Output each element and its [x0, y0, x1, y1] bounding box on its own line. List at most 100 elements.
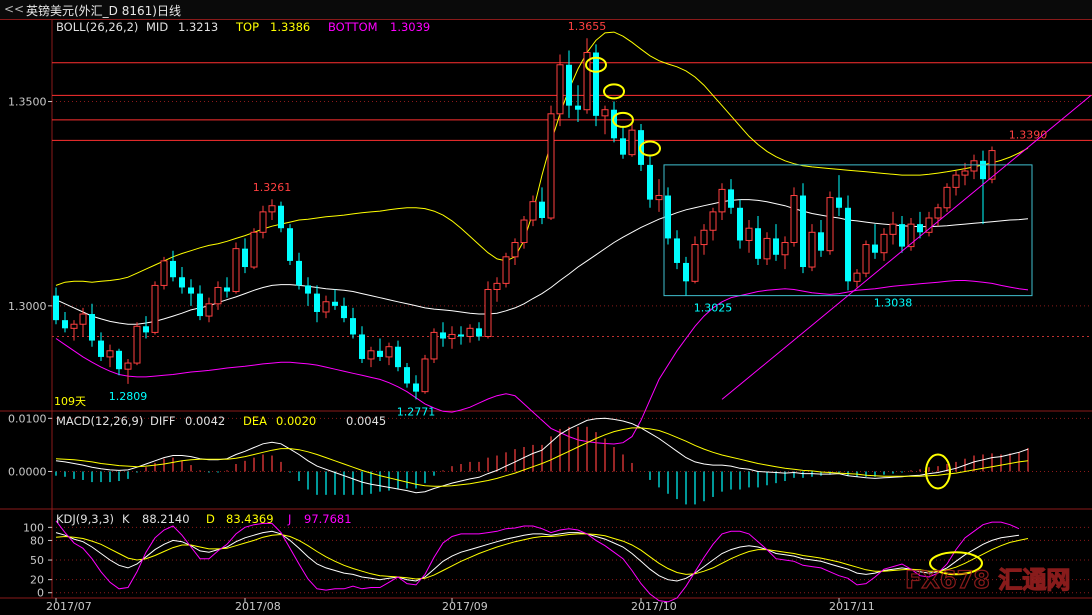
boll-top-line: [55, 31, 1029, 286]
kdj-tick-label: 50: [30, 554, 44, 567]
candle-body-down: [593, 52, 599, 116]
kdj-d-label: D: [206, 512, 215, 526]
candle-body-up: [367, 350, 375, 360]
candle-body-up: [889, 223, 897, 235]
candle-body-down: [188, 287, 194, 294]
candle-body-down: [62, 320, 68, 329]
candle-body-down: [737, 207, 743, 241]
kdj-tick-label: 80: [30, 534, 44, 547]
candle-body-down: [350, 318, 356, 335]
boll-mid-value: 1.3213: [178, 20, 218, 34]
macd-highlight-circle: [925, 453, 951, 490]
kdj-j-value: 97.7681: [304, 512, 352, 526]
boll-bottom-line: [55, 280, 1029, 445]
macd-legend-name: MACD(12,26,9): [56, 414, 143, 428]
candle-body-down: [476, 328, 482, 337]
price-tick-label: 1.3500: [8, 96, 47, 109]
candle-body-down: [224, 287, 230, 292]
candle-body-down: [872, 244, 878, 253]
candle-body-up: [268, 205, 276, 213]
candle-body-up: [448, 333, 456, 340]
candle-body-down: [899, 224, 905, 247]
macd-dea-label: DEA: [243, 414, 267, 428]
window-title: 英镑美元(外汇_D 8161)日线: [26, 4, 181, 18]
candle-body-down: [332, 301, 338, 306]
candle-body-down: [566, 64, 572, 106]
panel-frames: [0, 20, 1092, 599]
back-button[interactable]: <<: [4, 2, 25, 16]
macd-histogram-value: 0.0045: [346, 414, 386, 428]
candle-body-up: [880, 233, 888, 254]
price-annotation: 1.3261: [253, 181, 292, 194]
candle-body-down: [179, 277, 185, 288]
price-annotation: 1.3390: [1009, 128, 1048, 141]
macd-tick-label: 0.0000: [8, 465, 47, 478]
macd-dea-line: [55, 427, 1029, 487]
candle-body-down: [314, 293, 320, 312]
kdj-tick-label: 100: [23, 521, 44, 534]
candle-body-up: [853, 272, 861, 282]
candle-body-up: [961, 170, 969, 176]
candle-body-down: [98, 340, 104, 357]
candle-body-up: [124, 362, 132, 370]
highlight-circle: [585, 56, 607, 73]
candle-body-down: [728, 189, 734, 208]
candle-body-up: [763, 237, 771, 260]
candle-body-up: [160, 260, 168, 286]
candle-body-down: [89, 314, 95, 341]
candle-body-up: [547, 113, 555, 219]
candle-body-up: [205, 303, 213, 317]
candle-body-up: [709, 211, 717, 231]
candle-body-down: [377, 350, 383, 357]
price-annotation: 1.2771: [397, 405, 436, 418]
price-tick-label: 1.3000: [8, 300, 47, 313]
candle-body-down: [917, 224, 923, 233]
candle-body-down: [404, 367, 410, 384]
days-badge: 109天: [54, 395, 86, 408]
watermark-text: FX678 汇通网: [905, 566, 1070, 594]
trendline: [721, 95, 1092, 400]
candle-body-down: [674, 238, 680, 263]
candle-body-up: [79, 313, 87, 325]
candle-body-down: [539, 201, 545, 218]
candle-body-down: [647, 164, 653, 200]
boll-mid-label: MID: [146, 20, 168, 34]
candle-body-down: [620, 138, 626, 155]
candle-body-down: [341, 305, 347, 319]
candle-body-up: [133, 325, 141, 364]
candle-body-up: [925, 217, 933, 233]
candle-body-up: [502, 256, 510, 284]
kdj-tick-label: 0: [37, 587, 44, 600]
kdj-k-value: 88.2140: [142, 512, 190, 526]
candle-body-down: [800, 195, 806, 268]
candle-body-up: [151, 284, 159, 333]
x-tick-label: 2017/09: [442, 600, 488, 613]
candle-body-up: [934, 207, 942, 219]
candle-body-up: [655, 195, 663, 201]
boll-bottom-label: BOTTOM: [328, 20, 378, 34]
macd-tick-label: 0.0100: [8, 412, 47, 425]
candle-body-up: [952, 174, 960, 188]
candle-body-up: [808, 231, 816, 268]
candle-body-up: [322, 301, 330, 313]
boll-top-label: TOP: [235, 20, 259, 34]
candle-body-up: [745, 227, 753, 241]
kdj-highlight-circle: [929, 551, 983, 576]
candle-body-down: [296, 260, 302, 286]
x-tick-label: 2017/10: [631, 600, 677, 613]
candle-body-down: [170, 260, 176, 278]
candle-body-up: [790, 195, 798, 244]
candle-body-up: [106, 350, 114, 358]
kdj-d-line: [55, 533, 1029, 580]
candle-body-down: [197, 293, 203, 317]
candle-body-down: [287, 228, 293, 261]
candle-body-down: [242, 248, 248, 268]
candle-body-down: [845, 207, 851, 282]
candle-body-down: [458, 334, 464, 337]
candle-body-down: [395, 346, 401, 368]
candle-body-down: [53, 295, 59, 321]
highlight-circle: [603, 83, 625, 100]
candle-body-down: [575, 105, 581, 110]
highlight-circle: [639, 140, 661, 157]
